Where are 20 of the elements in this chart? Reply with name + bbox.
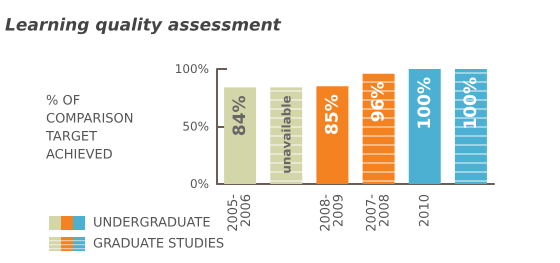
data-label: 100% [414, 77, 435, 130]
bar [224, 87, 256, 184]
data-label: 96% [368, 82, 389, 122]
y-axis-title: % OF COMPARISON TARGET ACHIEVED [45, 94, 134, 162]
data-label: 85% [322, 94, 342, 135]
data-label: unavailable [279, 95, 294, 174]
x-tick-label: 2008-2009 [318, 194, 346, 232]
y-tick-label: 0% [190, 177, 209, 191]
data-label: 100% [460, 77, 481, 130]
data-label: 84% [230, 95, 250, 136]
legend-label: GRADUATE STUDIES [93, 236, 224, 252]
x-tick-label: 2010 [417, 194, 432, 228]
x-tick-label: 2005-2006 [226, 194, 254, 232]
bar [316, 86, 348, 184]
y-tick-label: 50% [182, 120, 209, 134]
x-tick-label: 2007-2008 [364, 194, 393, 232]
bar [408, 69, 441, 184]
legend-label: UNDERGRADUATE [93, 216, 211, 230]
chart-title: Learning quality assessment [5, 16, 282, 36]
y-tick-label: 100% [174, 62, 209, 76]
